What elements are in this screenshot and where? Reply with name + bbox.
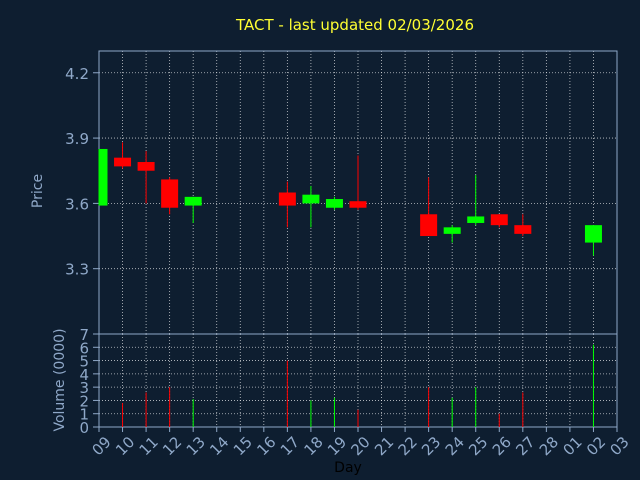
volume-axis-label: Volume (0000) — [52, 328, 68, 431]
price-axis-label: Price — [30, 174, 46, 208]
x-tick-label: 26 — [489, 433, 515, 459]
x-tick-label: 15 — [230, 433, 256, 459]
x-tick-label: 20 — [348, 433, 374, 459]
x-tick-label: 02 — [583, 433, 609, 459]
x-tick-label: 03 — [607, 433, 633, 459]
volume-tick-label: 2 — [79, 392, 89, 410]
candle-body — [161, 179, 179, 208]
candle-body — [514, 225, 532, 234]
volume-tick-label: 3 — [79, 379, 89, 397]
price-tick-label: 3.6 — [65, 195, 89, 213]
volume-tick-label: 1 — [79, 406, 89, 424]
candle-body — [467, 216, 485, 223]
candle-body — [443, 227, 461, 234]
x-tick-label: 28 — [536, 433, 562, 459]
x-tick-label: 21 — [371, 433, 397, 459]
x-tick-label: 16 — [253, 433, 279, 459]
candle-body — [278, 192, 296, 206]
price-tick-label: 4.2 — [65, 65, 89, 83]
x-tick-label: 24 — [442, 433, 468, 459]
x-tick-label: 10 — [112, 433, 138, 459]
x-tick-label: 17 — [277, 433, 303, 459]
x-tick-label: 01 — [559, 433, 585, 459]
candle-body — [490, 214, 508, 226]
chart-title: TACT - last updated 02/03/2026 — [235, 16, 474, 34]
x-tick-label: 11 — [136, 433, 162, 459]
price-tick-label: 3.3 — [65, 261, 89, 279]
candle-body — [137, 162, 155, 171]
candle-body — [349, 201, 367, 208]
x-tick-label: 22 — [395, 433, 421, 459]
x-tick-label: 12 — [159, 433, 185, 459]
x-axis-label: Day — [334, 460, 362, 476]
x-axis: 0910111213141516171819202122232425262728… — [89, 427, 633, 459]
x-tick-label: 18 — [300, 433, 326, 459]
x-tick-label: 13 — [183, 433, 209, 459]
volume-tick-label: 0 — [79, 419, 89, 437]
x-tick-label: 27 — [512, 433, 538, 459]
x-tick-label: 19 — [324, 433, 350, 459]
candle-body — [584, 225, 602, 243]
price-tick-label: 3.9 — [65, 130, 89, 148]
volume-tick-label: 5 — [79, 353, 89, 371]
price-panel: 3.3 3.6 3.9 4.2 — [65, 50, 618, 335]
volume-tick-label: 7 — [79, 326, 89, 344]
volume-tick-label: 6 — [79, 339, 89, 357]
volume-tick-label: 4 — [79, 366, 89, 384]
candle-body — [420, 214, 438, 237]
candle-body — [325, 199, 343, 208]
x-tick-label: 25 — [465, 433, 491, 459]
x-tick-label: 23 — [418, 433, 444, 459]
candle-body — [114, 157, 132, 167]
x-tick-label: 09 — [89, 433, 115, 459]
candle-body — [302, 194, 320, 204]
candle-body — [184, 196, 202, 206]
candle-body — [99, 148, 108, 206]
x-tick-label: 14 — [206, 433, 232, 459]
